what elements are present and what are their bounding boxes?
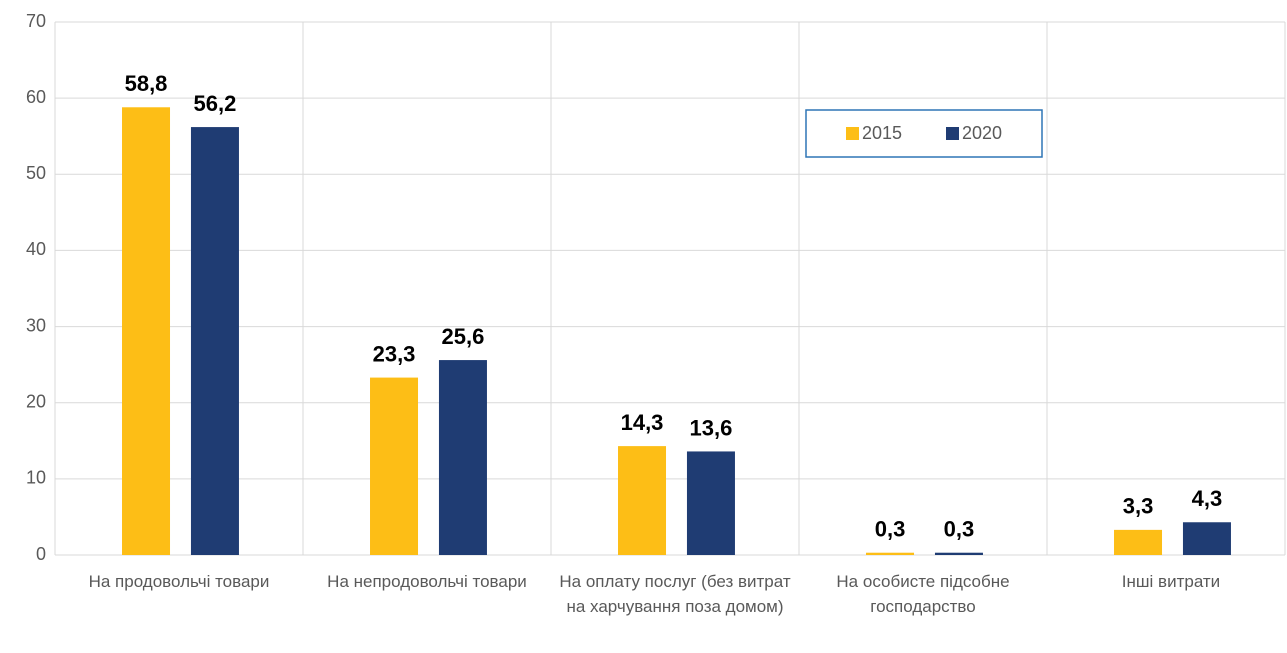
value-label: 14,3 <box>621 410 664 435</box>
legend-swatch <box>946 127 959 140</box>
value-label: 56,2 <box>194 91 237 116</box>
y-tick-label: 50 <box>26 163 46 183</box>
bar <box>1182 522 1231 555</box>
y-tick-label: 10 <box>26 468 46 488</box>
value-label: 13,6 <box>690 415 733 440</box>
value-label: 0,3 <box>875 517 906 542</box>
value-label: 58,8 <box>125 71 168 96</box>
value-label: 25,6 <box>442 324 485 349</box>
bar <box>190 127 239 555</box>
bar <box>934 552 983 555</box>
x-tick-label: На продовольчі товари <box>88 572 270 591</box>
x-tick-label: На непродовольчі товари <box>327 572 527 591</box>
x-tick-label: Інші витрати <box>1121 572 1221 591</box>
x-tick-label: На особисте підсобне господарство <box>836 572 1010 616</box>
bar <box>122 107 171 555</box>
value-label: 0,3 <box>944 517 975 542</box>
legend-box <box>805 109 1043 158</box>
bar <box>1114 529 1163 555</box>
y-tick-label: 30 <box>26 315 46 335</box>
y-tick-label: 70 <box>26 11 46 31</box>
legend-label: 2020 <box>962 123 1002 143</box>
y-tick-label: 0 <box>36 544 46 564</box>
bar <box>438 360 487 555</box>
legend-swatch <box>846 127 859 140</box>
x-tick-label-box: На оплату послуг (без витрат на харчуван… <box>559 572 791 616</box>
bar <box>618 446 667 555</box>
bar <box>370 377 419 555</box>
x-tick-label: На оплату послуг (без витрат на харчуван… <box>559 572 791 616</box>
legend-label: 2015 <box>862 123 902 143</box>
x-tick-label-box: Інші витрати <box>1121 572 1221 591</box>
bar <box>686 451 735 555</box>
x-tick-label-box: На непродовольчі товари <box>327 572 527 591</box>
value-label: 3,3 <box>1123 494 1154 519</box>
y-tick-label: 20 <box>26 391 46 411</box>
y-tick-label: 60 <box>26 87 46 107</box>
value-label: 23,3 <box>373 341 416 366</box>
value-label: 4,3 <box>1192 486 1223 511</box>
bar <box>866 552 915 555</box>
x-tick-label-box: На продовольчі товари <box>88 572 270 591</box>
y-tick-label: 40 <box>26 239 46 259</box>
x-tick-label-box: На особисте підсобне господарство <box>836 572 1010 616</box>
